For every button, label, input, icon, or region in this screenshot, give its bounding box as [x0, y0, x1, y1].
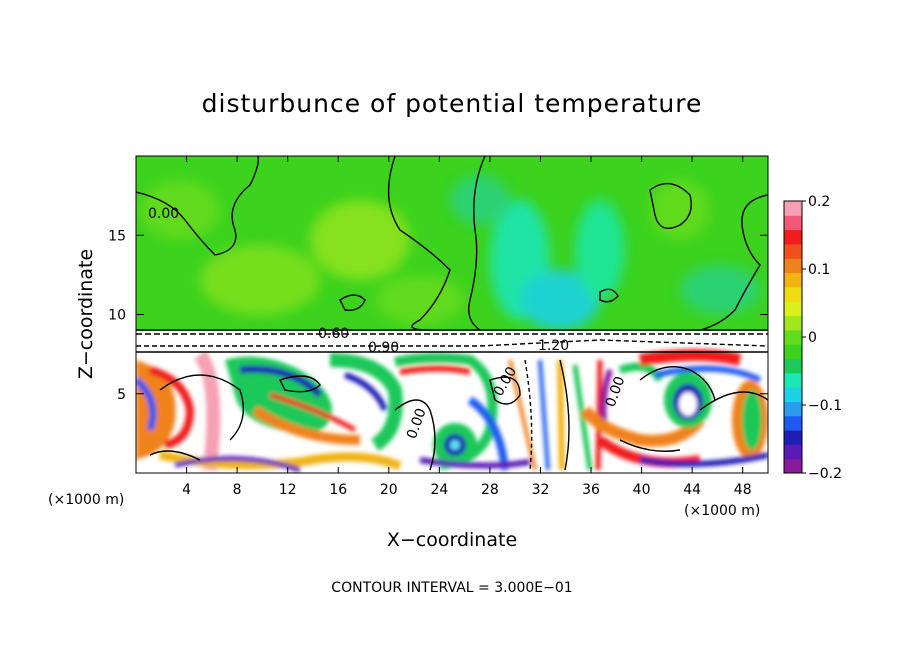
x-tick-label: 36	[582, 482, 600, 498]
colorbar-tick-label: 0.1	[808, 262, 830, 278]
colorbar-swatch	[784, 272, 802, 288]
x-tick-label: 32	[532, 482, 550, 498]
colorbar-swatch	[784, 458, 802, 474]
colorbar-swatch	[784, 301, 802, 317]
x-tick-label: 12	[279, 482, 297, 498]
x-tick-label: 4	[182, 482, 191, 498]
x-tick-label: 28	[481, 482, 499, 498]
upper-field-texture	[140, 175, 760, 330]
colorbar: 0.2 0.1 0 −0.1 −0.2	[783, 194, 842, 482]
x-tick-label: 16	[329, 482, 347, 498]
y-tick-label: 10	[108, 308, 126, 324]
y-axis: 5 10 15	[108, 228, 768, 403]
x-tick-label: 40	[633, 482, 651, 498]
colorbar-swatch	[784, 415, 802, 431]
colorbar-swatch	[784, 430, 802, 445]
colorbar-swatch	[784, 229, 802, 245]
plot-area	[136, 156, 768, 473]
colorbar-tick-label: 0.2	[808, 194, 830, 210]
y-axis-label: Z−coordinate	[75, 249, 97, 379]
colorbar-swatch	[784, 444, 802, 460]
contour-lines	[136, 156, 768, 471]
x-unit-right: (×1000 m)	[684, 503, 760, 519]
colorbar-swatch	[784, 358, 802, 374]
contour-interval-note: CONTOUR INTERVAL = 3.000E−01	[331, 580, 572, 596]
contour-label: 0.60	[318, 326, 349, 342]
colorbar-swatch	[784, 329, 802, 345]
colorbar-swatch	[784, 201, 802, 216]
contour-label: 0.00	[148, 206, 179, 222]
y-tick-label: 5	[117, 387, 126, 403]
colorbar-swatch	[784, 344, 802, 359]
x-tick-label: 8	[233, 482, 242, 498]
colorbar-swatch	[784, 215, 802, 231]
colorbar-swatch	[784, 258, 802, 274]
chart-title: disturbunce of potential temperature	[202, 89, 703, 118]
x-tick-label: 44	[683, 482, 701, 498]
contour-label: 1.20	[538, 338, 569, 354]
colorbar-swatch	[784, 387, 802, 402]
colorbar-tick-label: −0.1	[808, 398, 842, 414]
lower-field-texture	[136, 349, 768, 473]
colorbar-tick-label: 0	[808, 330, 817, 346]
x-axis: 4 8 12 16 20 24 28 32 36 40 44 48	[182, 156, 752, 498]
y-tick-label: 15	[108, 228, 126, 244]
colorbar-tick-label: −0.2	[808, 466, 842, 482]
x-axis-label: X−coordinate	[387, 529, 517, 551]
colorbar-swatch	[784, 243, 802, 259]
x-tick-label: 48	[734, 482, 752, 498]
x-tick-label: 20	[380, 482, 398, 498]
colorbar-swatch	[784, 315, 802, 331]
x-unit-left: (×1000 m)	[48, 492, 124, 508]
x-tick-label: 24	[430, 482, 448, 498]
colorbar-swatch	[784, 401, 802, 417]
contour-label: 0.90	[368, 340, 399, 356]
colorbar-swatch	[784, 372, 802, 388]
colorbar-swatch	[784, 286, 802, 302]
transition-band	[136, 331, 768, 353]
